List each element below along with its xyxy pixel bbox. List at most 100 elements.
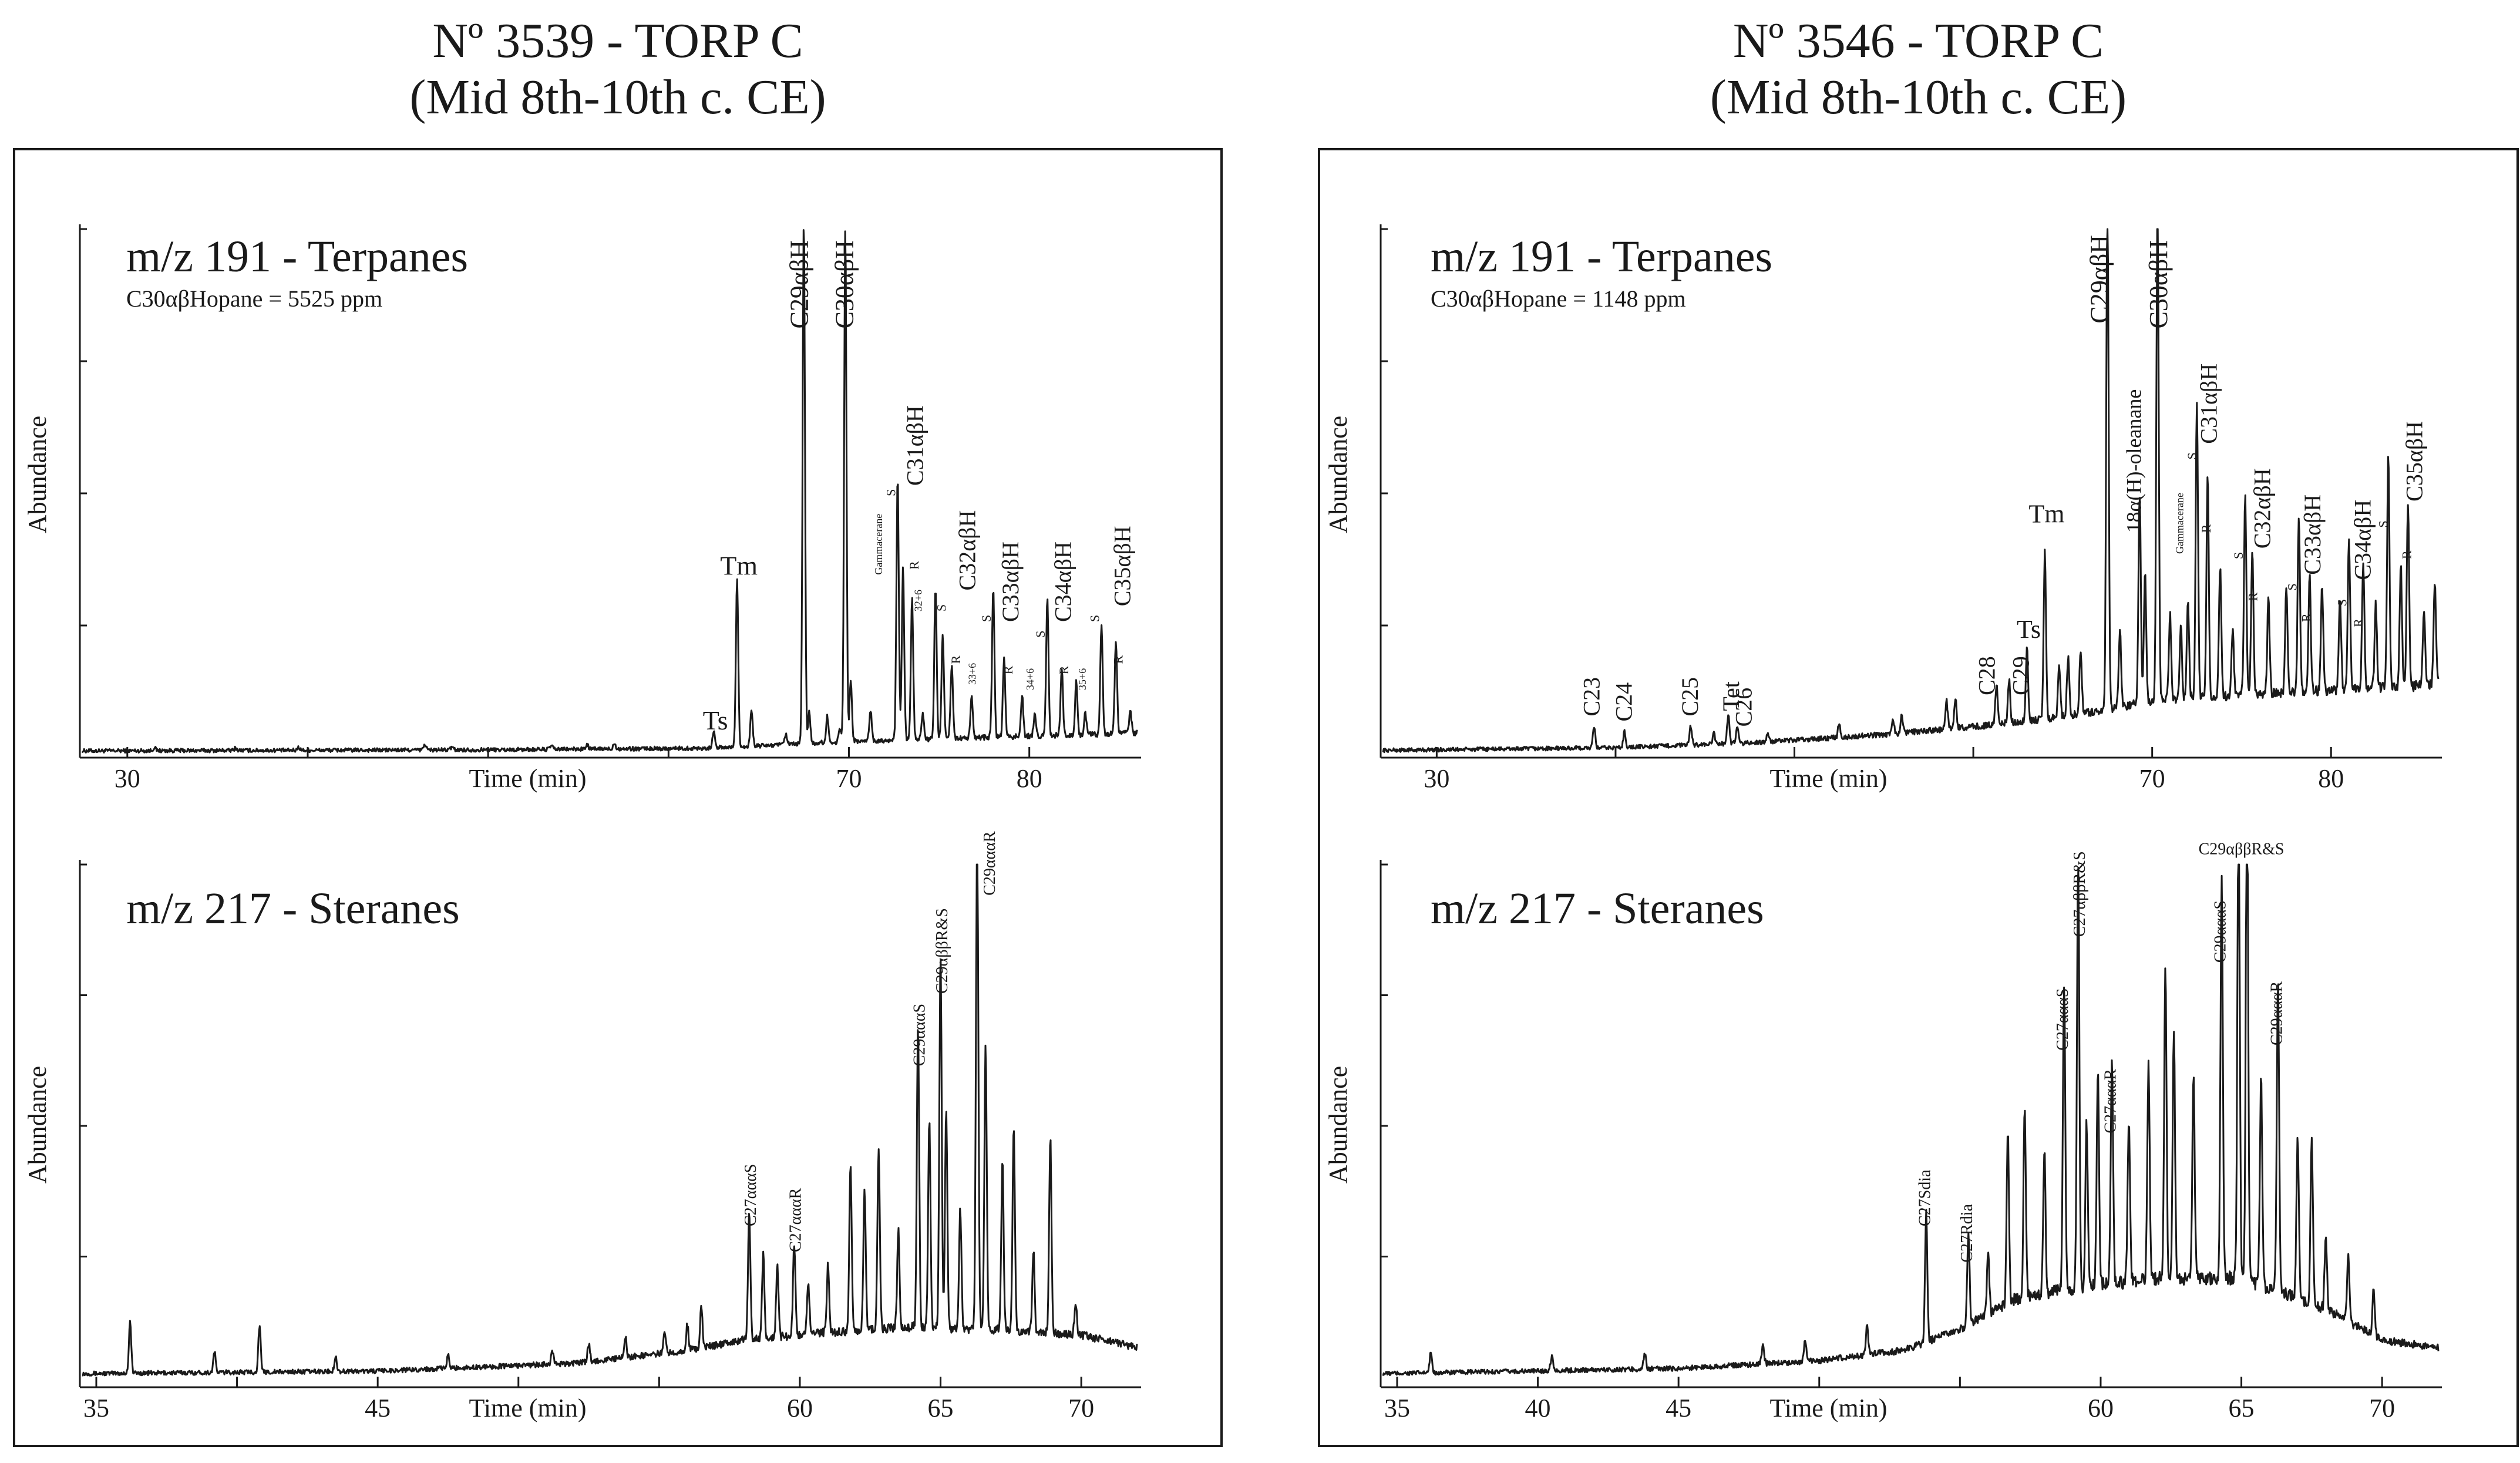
left-terpanes-peak-label: 32+6 <box>912 590 924 611</box>
left-terpanes-peak-label: R <box>948 655 963 664</box>
left-steranes-x-tick-label: 60 <box>787 1394 813 1422</box>
right-steranes-peak-label: C29αααS <box>2211 900 2229 963</box>
right-steranes-x-tick-label: 45 <box>1666 1394 1691 1422</box>
right-terpanes-peak-label: S <box>2335 599 2350 606</box>
left-terpanes-peak-label: C32αβH <box>954 510 980 591</box>
left-terpanes-chart-title: m/z 191 - Terpanes <box>126 232 468 281</box>
right-steranes-peak-label: C29αααR <box>2267 981 2286 1045</box>
left-terpanes-y-axis-label: Abundance <box>23 416 52 533</box>
right-steranes-y-axis-label: Abundance <box>1324 1066 1352 1183</box>
right-terpanes-peak-label: Gammacerane <box>2174 493 2186 554</box>
right-terpanes-peak-label: C24 <box>1610 682 1637 722</box>
right-steranes-trace <box>1382 863 2440 1376</box>
left-terpanes-peak-label: R <box>1001 665 1015 674</box>
right-terpanes-peak-label: R <box>2351 618 2366 627</box>
left-terpanes-x-axis-label: Time (min) <box>469 764 586 793</box>
sample-title-left: Nº 3539 - TORP C (Mid 8th-10th c. CE) <box>13 13 1223 126</box>
right-steranes-peak-label: C27αααS <box>2054 988 2072 1051</box>
right-steranes-peak-label: C29αββR&S <box>2199 840 2285 858</box>
left-terpanes-peak-label: C31αβH <box>901 405 928 486</box>
left-terpanes-peak-label: S <box>1033 631 1048 638</box>
left-terpanes-peak-label: 33+6 <box>967 663 978 685</box>
left-terpanes-peak-label: R <box>907 561 921 570</box>
right-terpanes-peak-label: Ts <box>2017 615 2041 644</box>
right-terpanes-peak-label: S <box>2231 552 2246 559</box>
right-steranes-x-axis-label: Time (min) <box>1769 1394 1887 1422</box>
left-steranes-peak-label: C29αααS <box>910 1004 928 1066</box>
right-terpanes-y-axis-label: Abundance <box>1324 416 1352 533</box>
left-terpanes-peak-label: Tm <box>720 551 758 581</box>
right-terpanes-peak-label: C23 <box>1579 677 1605 717</box>
sample-title-right-line2: (Mid 8th-10th c. CE) <box>1710 70 2127 125</box>
left-terpanes-trace <box>81 229 1138 754</box>
right-terpanes-peak-label: Tet <box>1718 681 1744 711</box>
right-terpanes-peak-label: C34αβH <box>2349 500 2376 580</box>
left-terpanes-peak-label: C34αβH <box>1049 542 1076 622</box>
left-terpanes-peak-label: S <box>1087 615 1102 622</box>
right-terpanes-peak-label: C29αβH <box>2085 235 2114 324</box>
right-terpanes-peak-label: C30αβH <box>2144 240 2173 329</box>
left-terpanes-peak-label: Ts <box>703 705 728 735</box>
right-terpanes-peak-label: C29 <box>2008 656 2034 695</box>
left-steranes-x-tick-label: 35 <box>83 1394 109 1422</box>
left-terpanes-peak-label: R <box>1111 655 1125 664</box>
left-steranes-trace <box>82 863 1138 1377</box>
left-terpanes-peak-label: S <box>883 489 898 496</box>
right-terpanes-peak-label: C35αβH <box>2401 421 2428 502</box>
right-terpanes-peak-label: S <box>2376 520 2391 527</box>
right-terpanes-peak-label: R <box>2399 550 2414 559</box>
right-terpanes-trace <box>1382 228 2440 754</box>
left-steranes-y-axis-label: Abundance <box>23 1066 52 1183</box>
left-steranes-x-tick-label: 70 <box>1068 1394 1094 1422</box>
left-steranes-x-axis-label: Time (min) <box>469 1394 586 1422</box>
right-steranes-x-tick-label: 70 <box>2369 1394 2395 1422</box>
right-terpanes-peak-label: R <box>2199 524 2213 533</box>
left-steranes-peak-label: C29αααR <box>981 831 999 896</box>
right-terpanes-peak-label: C28 <box>1974 656 2000 695</box>
right-steranes-x-tick-label: 60 <box>2088 1394 2114 1422</box>
left-steranes-x-tick-label: 65 <box>928 1394 954 1422</box>
left-terpanes-peak-label: C33αβH <box>997 542 1024 622</box>
right-terpanes-peak-label: C26 <box>1730 688 1757 727</box>
right-terpanes-x-tick-label: 80 <box>2318 764 2344 793</box>
right-steranes-peak-label: C27Rdia <box>1958 1203 1976 1262</box>
sample-title-right-line1: Nº 3546 - TORP C <box>1732 14 2104 68</box>
right-terpanes-peak-label: C31αβH <box>2195 364 2222 444</box>
left-terpanes-peak-label: Gammacerane <box>873 514 884 575</box>
left-terpanes-peak-label: S <box>934 604 948 611</box>
left-terpanes-x-tick-label: 70 <box>836 764 862 793</box>
sample-title-left-line1: Nº 3539 - TORP C <box>432 14 803 68</box>
sample-panel-left <box>13 148 1223 1447</box>
right-terpanes-peak-label: R <box>2245 592 2260 601</box>
left-steranes-x-tick-label: 45 <box>365 1394 391 1422</box>
sample-panel-right <box>1318 148 2519 1447</box>
right-terpanes-peak-label: S <box>2185 452 2199 459</box>
left-terpanes-chart-subtitle: C30αβHopane = 5525 ppm <box>126 285 382 312</box>
left-steranes-peak-label: C27αααS <box>742 1164 760 1226</box>
right-steranes-x-tick-label: 65 <box>2229 1394 2255 1422</box>
left-terpanes-peak-label: R <box>1057 665 1071 674</box>
left-steranes-chart-title: m/z 217 - Steranes <box>126 884 460 933</box>
right-terpanes-x-tick-label: 30 <box>1424 764 1449 793</box>
right-steranes-x-tick-label: 35 <box>1384 1394 1410 1422</box>
left-terpanes-x-tick-label: 30 <box>115 764 140 793</box>
right-terpanes-x-axis-label: Time (min) <box>1769 764 1887 793</box>
right-terpanes-x-tick-label: 70 <box>2139 764 2165 793</box>
left-terpanes-x-tick-label: 80 <box>1017 764 1042 793</box>
right-terpanes-chart-title: m/z 191 - Terpanes <box>1431 232 1772 281</box>
right-terpanes-peak-label: C33αβH <box>2299 495 2326 575</box>
right-steranes-chart-title: m/z 217 - Steranes <box>1431 884 1764 933</box>
left-terpanes-peak-label: C29αβH <box>785 240 814 329</box>
right-steranes-peak-label: C27Sdia <box>1916 1169 1934 1226</box>
left-steranes-peak-label: C27αααR <box>787 1188 805 1252</box>
right-terpanes-peak-label: Tm <box>2028 500 2064 529</box>
sample-title-left-line2: (Mid 8th-10th c. CE) <box>409 70 826 125</box>
right-steranes-peak-label: C27αααR <box>2102 1069 2120 1134</box>
left-terpanes-peak-label: S <box>979 615 994 622</box>
right-terpanes-peak-label: S <box>2285 583 2299 590</box>
right-terpanes-chart-subtitle: C30αβHopane = 1148 ppm <box>1431 285 1686 312</box>
left-terpanes-peak-label: C35αβH <box>1109 526 1136 606</box>
right-terpanes-peak-label: R <box>2299 613 2314 622</box>
left-terpanes-peak-label: 35+6 <box>1076 668 1088 690</box>
